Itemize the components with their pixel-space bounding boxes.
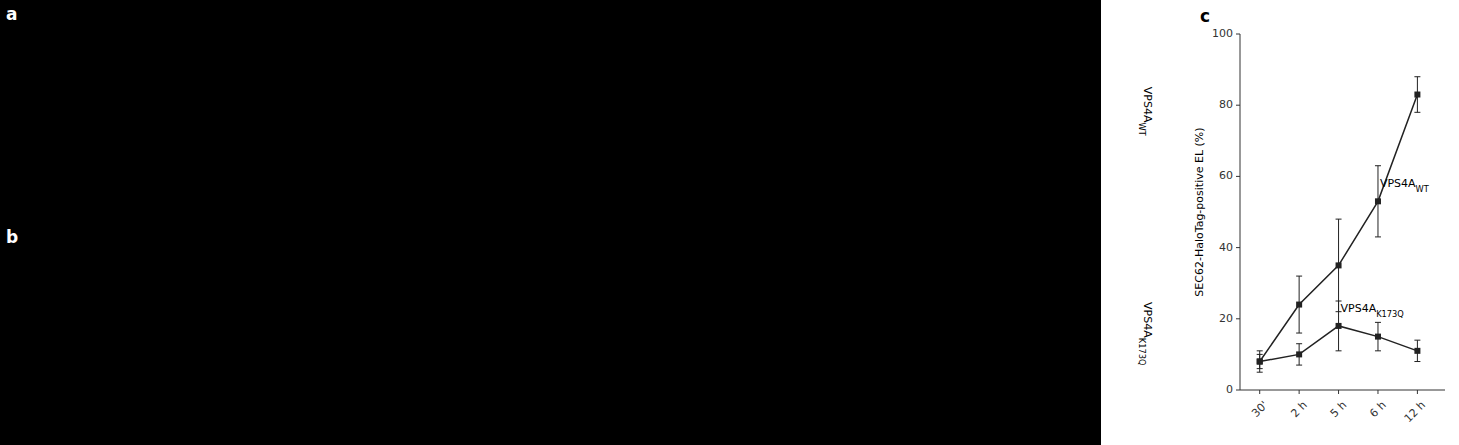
panel-label: b (6, 227, 18, 247)
text-main: VPS4A (1341, 302, 1377, 315)
row-label: VPS4AK173Q (1138, 302, 1155, 366)
point (1336, 262, 1342, 268)
x-tick (1259, 390, 1260, 394)
point (1414, 348, 1420, 354)
panel-label: c (1200, 6, 1210, 26)
error-bar (1257, 354, 1263, 368)
x-tick (1377, 390, 1378, 394)
text-subscript: K173Q (1376, 309, 1404, 319)
error-bar (1257, 351, 1263, 372)
error-cap (1296, 276, 1302, 277)
point (1296, 302, 1302, 308)
error-cap (1414, 76, 1420, 77)
error-cap (1414, 361, 1420, 362)
text-main: VPS4A (1141, 302, 1154, 338)
y-tick (1236, 390, 1240, 391)
x-tick-label: 30' (1249, 399, 1270, 420)
annotation: VPS4AK173Q (1341, 302, 1405, 319)
plot-area (1257, 77, 1421, 372)
error-cap (1375, 322, 1381, 323)
y-tick-label: 40 (1219, 241, 1233, 254)
error-bar (1375, 322, 1381, 350)
text-main: VPS4A (1141, 87, 1154, 123)
error-bar (1336, 219, 1342, 312)
error-cap (1257, 368, 1263, 369)
text-main: VPS4A (1380, 177, 1416, 190)
panel-label: a (6, 4, 17, 24)
text-subscript: WT (1138, 122, 1148, 136)
x-tick-label: 12 h (1402, 399, 1429, 426)
point (1257, 359, 1263, 365)
error-cap (1257, 350, 1263, 351)
annotation: VPS4AWT (1380, 177, 1430, 194)
error-bar (1296, 276, 1302, 333)
series-line (1260, 95, 1418, 362)
point (1375, 198, 1381, 204)
x-tick (1299, 390, 1300, 394)
point (1375, 334, 1381, 340)
image-region (0, 0, 1101, 445)
x-tick (1417, 390, 1418, 394)
point (1414, 92, 1420, 98)
y-tick (1236, 318, 1240, 319)
error-bar (1414, 77, 1420, 113)
y-axis-label: SEC62-HaloTag-positive EL (%) (1193, 127, 1206, 296)
error-cap (1336, 219, 1342, 220)
error-bar (1414, 340, 1420, 361)
error-cap (1414, 340, 1420, 341)
text-subscript: K173Q (1138, 338, 1148, 366)
x-tick-label: 5 h (1328, 399, 1350, 421)
y-tick (1236, 34, 1240, 35)
y-tick-label: 80 (1219, 98, 1233, 111)
error-cap (1336, 350, 1342, 351)
x-axis (1240, 390, 1445, 391)
figure: aVPS4AWTbVPS4AK173Qc02040608010030'2 h5 … (0, 0, 1459, 445)
background (0, 0, 1459, 445)
y-tick (1236, 247, 1240, 248)
error-bar (1296, 344, 1302, 365)
error-cap (1375, 236, 1381, 237)
row-label: VPS4AWT (1138, 87, 1155, 137)
y-tick (1236, 105, 1240, 106)
x-tick (1338, 390, 1339, 394)
error-cap (1375, 350, 1381, 351)
y-tick-label: 100 (1212, 27, 1233, 40)
y-tick-label: 60 (1219, 169, 1233, 182)
point (1257, 359, 1263, 365)
error-cap (1296, 333, 1302, 334)
point (1296, 351, 1302, 357)
y-tick-label: 0 (1226, 383, 1233, 396)
y-tick (1236, 176, 1240, 177)
y-tick-label: 20 (1219, 312, 1233, 325)
point (1336, 323, 1342, 329)
error-cap (1414, 112, 1420, 113)
error-cap (1296, 343, 1302, 344)
error-cap (1296, 365, 1302, 366)
error-cap (1257, 354, 1263, 355)
y-axis (1240, 34, 1241, 390)
text-subscript: WT (1416, 184, 1430, 194)
x-tick-label: 2 h (1288, 399, 1310, 421)
error-cap (1375, 165, 1381, 166)
x-tick-label: 6 h (1367, 399, 1389, 421)
error-cap (1257, 372, 1263, 373)
